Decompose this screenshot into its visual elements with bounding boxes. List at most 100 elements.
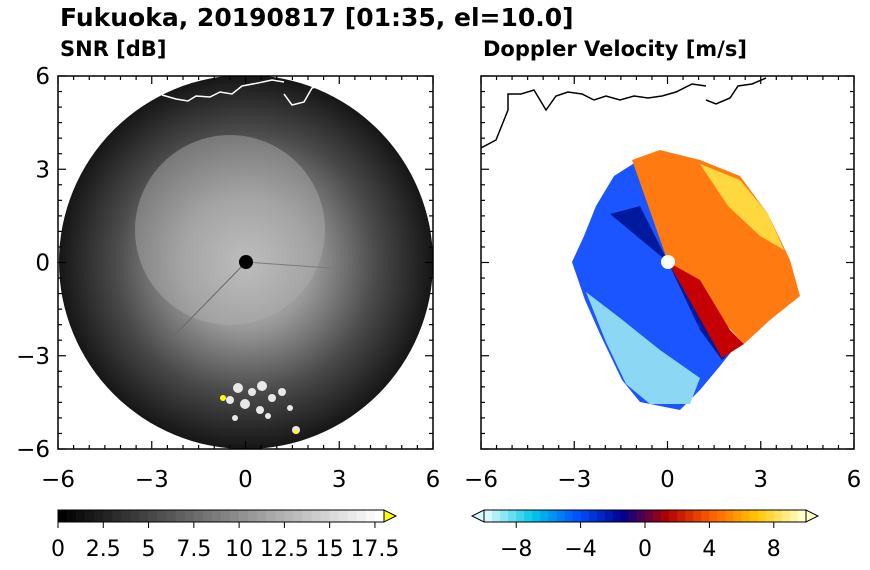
velocity-field <box>572 150 800 410</box>
snr-panel-title: SNR [dB] <box>60 37 166 61</box>
colorbar-bin <box>184 510 195 522</box>
colorbar-bin <box>693 510 702 522</box>
colorbar-bin <box>85 510 95 522</box>
colorbar-tick-label: 0 <box>638 537 652 562</box>
colorbar-bin <box>248 510 258 522</box>
velocity-panel-title: Doppler Velocity [m/s] <box>483 37 747 61</box>
colorbar-tick-label: 10 <box>225 537 253 562</box>
colorbar-bin <box>596 510 606 522</box>
colorbar-bin <box>94 510 104 522</box>
colorbar-bin <box>709 510 718 522</box>
colorbar-bin <box>572 510 581 522</box>
colorbar-tick-label: 17.5 <box>350 537 399 562</box>
colorbar-tick-label: 7.5 <box>176 537 211 562</box>
colorbar-bin <box>765 510 775 522</box>
velocity-coastline <box>481 77 767 149</box>
radar-site-marker-velocity <box>661 255 675 269</box>
snr-colorbar: 0 2.5 5 7.5 10 12.5 15 17.5 <box>51 509 399 562</box>
colorbar-bin <box>76 510 86 522</box>
y-tick-label: −3 <box>16 344 50 370</box>
velocity-approaching-yellow <box>700 164 784 250</box>
y-tick-label: 6 <box>35 64 50 90</box>
y-tick-label: 3 <box>35 157 50 183</box>
colorbar-bin <box>725 510 734 522</box>
colorbar-bin <box>645 510 654 522</box>
colorbar-bin <box>257 510 267 522</box>
colorbar-bin <box>365 510 376 522</box>
x-tick-label: 0 <box>660 467 675 493</box>
colorbar-bin <box>166 510 177 522</box>
colorbar-frame <box>57 509 385 523</box>
snr-panel: −6 −3 0 3 6 6 3 0 −3 −6 <box>16 64 440 493</box>
colorbar-tick-label: −8 <box>500 537 532 562</box>
colorbar-bin <box>757 510 767 522</box>
colorbar-bin <box>733 510 742 522</box>
colorbar-bin <box>175 510 186 522</box>
colorbar-bin <box>669 510 678 522</box>
colorbar-bin <box>781 510 791 522</box>
colorbar-bin <box>193 510 204 522</box>
colorbar-bin <box>556 510 565 522</box>
radar-site-marker <box>239 255 253 269</box>
x-tick-label: 6 <box>426 467 441 493</box>
colorbar-bin <box>221 510 231 522</box>
colorbar-bin <box>508 510 517 522</box>
x-tick-label: −6 <box>41 467 75 493</box>
colorbar-bin <box>532 510 541 522</box>
colorbar-bin <box>293 510 303 522</box>
colorbar-bin <box>284 510 294 522</box>
figure-title: Fukuoka, 20190817 [01:35, el=10.0] <box>60 3 574 32</box>
x-tick-label: 3 <box>332 467 347 493</box>
colorbar-bin <box>500 510 509 522</box>
snr-bright-core <box>135 135 325 325</box>
colorbar-extend-max <box>805 509 820 523</box>
colorbar-bin <box>524 510 533 522</box>
colorbar-bin <box>347 510 358 522</box>
colorbar-bin <box>540 510 549 522</box>
snr-hot-echo <box>220 395 226 401</box>
colorbar-bin <box>741 510 750 522</box>
colorbar-bin <box>636 510 646 522</box>
colorbar-bin <box>548 510 557 522</box>
colorbar-tick-label: 0 <box>51 537 65 562</box>
colorbar-bin <box>320 510 330 522</box>
colorbar-tick-label: 15 <box>316 537 344 562</box>
colorbar-bin <box>516 510 525 522</box>
velocity-colorbar: −8 −4 0 4 8 <box>470 509 820 562</box>
colorbar-tick-label: 4 <box>702 537 716 562</box>
velocity-receding-pale <box>586 292 700 404</box>
colorbar-extend-max <box>383 509 398 523</box>
colorbar-bin <box>148 510 158 522</box>
colorbar-bin <box>677 510 686 522</box>
colorbar-bin <box>311 510 321 522</box>
colorbar-tick-label: 5 <box>142 537 156 562</box>
colorbar-bin <box>112 510 122 522</box>
colorbar-bin <box>653 510 662 522</box>
x-tick-label: −3 <box>557 467 591 493</box>
colorbar-bin <box>588 510 597 522</box>
colorbar-bin <box>580 510 589 522</box>
colorbar-bin <box>661 510 670 522</box>
colorbar-bin <box>130 510 140 522</box>
colorbar-bin <box>121 510 131 522</box>
colorbar-bin <box>604 510 614 522</box>
colorbar-tick-label: −4 <box>564 537 596 562</box>
colorbar-bin <box>484 510 493 522</box>
colorbar-extend-min <box>470 509 485 523</box>
y-tick-label: −6 <box>16 437 50 463</box>
colorbar-bin <box>67 510 77 522</box>
colorbar-bin <box>239 510 249 522</box>
velocity-panel: −6 −3 0 3 6 <box>464 75 861 493</box>
colorbar-bin <box>620 510 630 522</box>
colorbar-bin <box>717 510 726 522</box>
colorbar-bin <box>628 510 638 522</box>
colorbar-bin <box>139 510 149 522</box>
colorbar-bin <box>266 510 276 522</box>
colorbar-bin <box>797 510 807 522</box>
colorbar-bin <box>230 510 240 522</box>
colorbar-bin <box>685 510 694 522</box>
colorbar-bin <box>157 510 167 522</box>
colorbar-bin <box>612 510 622 522</box>
colorbar-bin <box>492 510 501 522</box>
